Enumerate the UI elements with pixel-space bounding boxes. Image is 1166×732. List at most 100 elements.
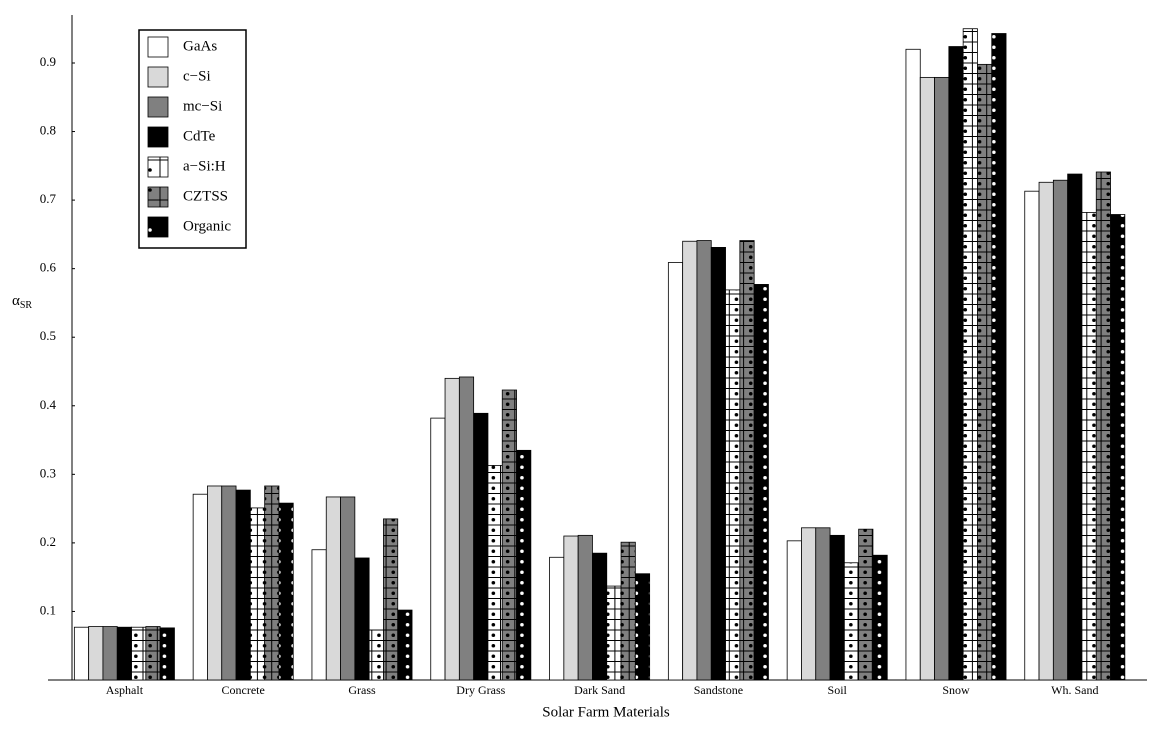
bar [192, 493, 208, 681]
bar [1067, 173, 1083, 681]
bar [801, 527, 817, 681]
bar [962, 28, 978, 681]
bar [131, 626, 147, 681]
bar [577, 534, 593, 681]
bar [249, 507, 266, 681]
x-tick-label: Concrete [222, 683, 265, 697]
bar [977, 63, 993, 681]
bar [991, 33, 1007, 681]
y-tick-label: 0.9 [40, 54, 56, 69]
x-tick-label: Wh. Sand [1051, 683, 1098, 697]
legend-swatch [147, 96, 169, 118]
legend-label: CZTSS [183, 188, 228, 204]
legend-label: GaAs [183, 38, 217, 54]
x-tick-label: Grass [348, 683, 376, 697]
bar [516, 449, 532, 681]
legend-label: c−Si [183, 68, 211, 84]
x-tick-label: Snow [942, 683, 970, 697]
bar [1052, 179, 1069, 681]
bar [934, 76, 950, 681]
bar [102, 626, 118, 681]
bar [311, 549, 327, 681]
bar [948, 46, 964, 681]
bar [1024, 190, 1040, 681]
legend-label: a−Si:H [183, 158, 226, 174]
y-tick-label: 0.7 [40, 191, 57, 206]
bar [116, 626, 132, 681]
bar [753, 284, 769, 681]
bar [786, 540, 802, 681]
bar [549, 556, 565, 681]
bar [235, 489, 251, 681]
bar [159, 627, 175, 681]
bar [325, 496, 341, 681]
legend-swatch [147, 156, 169, 178]
legend-swatch [147, 126, 169, 148]
bar [73, 626, 90, 681]
legend-label: mc−Si [183, 98, 222, 114]
bar [397, 609, 413, 681]
x-axis-label: Solar Farm Materials [542, 704, 670, 720]
bar [696, 240, 712, 681]
legend-label: CdTe [183, 128, 216, 144]
y-tick-label: 0.3 [40, 465, 56, 480]
bar [739, 240, 755, 681]
bar [221, 485, 237, 681]
y-tick-label: 0.4 [40, 397, 57, 412]
bar [905, 48, 921, 681]
bar [88, 626, 104, 681]
bar [710, 247, 726, 681]
x-tick-label: Asphalt [106, 683, 144, 697]
legend-swatch [147, 216, 169, 238]
bar [592, 552, 608, 681]
bar [563, 535, 579, 681]
bar [919, 76, 935, 681]
bar [829, 534, 845, 681]
bar [264, 485, 280, 681]
bar [278, 502, 294, 681]
y-tick-label: 0.8 [40, 123, 56, 138]
bar [620, 541, 636, 681]
bar [368, 629, 384, 681]
y-axis-label: αSR [12, 293, 32, 311]
bar [383, 518, 399, 681]
bar [725, 289, 741, 681]
legend-swatch [147, 36, 169, 58]
legend-swatch [147, 66, 169, 88]
bar [606, 585, 622, 681]
bar [667, 262, 684, 681]
bar [634, 573, 651, 681]
x-tick-label: Soil [828, 683, 848, 697]
bar [501, 389, 517, 681]
y-axis-label-main: α [12, 293, 20, 309]
y-tick-label: 0.2 [40, 534, 56, 549]
x-tick-label: Dark Sand [574, 683, 625, 697]
legend-label: Organic [183, 218, 231, 234]
bar [1038, 181, 1054, 681]
bar [1095, 171, 1111, 681]
y-axis-label-sub: SR [20, 300, 33, 311]
bar [1081, 212, 1097, 681]
bar [145, 626, 161, 681]
bar [207, 485, 223, 681]
x-tick-label: Sandstone [694, 683, 743, 697]
bar [458, 376, 475, 681]
bar [473, 412, 489, 681]
y-tick-label: 0.6 [40, 260, 57, 275]
bar [340, 496, 356, 681]
y-tick-label: 0.5 [40, 328, 56, 343]
bar [1110, 214, 1126, 681]
bar [430, 417, 446, 681]
y-tick-label: 0.1 [40, 602, 56, 617]
bar [815, 527, 831, 681]
bar [354, 557, 370, 681]
bar [872, 554, 888, 681]
bar [682, 240, 698, 681]
bar [487, 465, 503, 681]
legend-swatch [147, 186, 169, 208]
x-tick-label: Dry Grass [456, 683, 505, 697]
bar [858, 528, 874, 681]
bar [843, 562, 860, 681]
bar [444, 377, 460, 681]
